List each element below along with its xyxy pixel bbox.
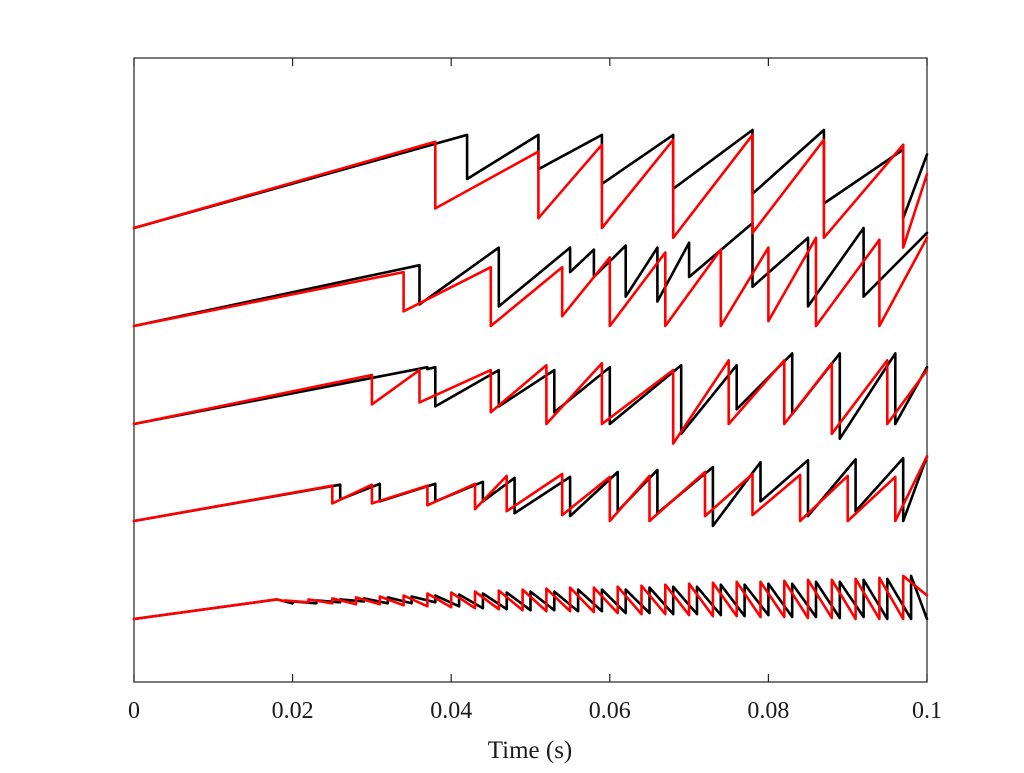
trace-4-black-line	[132, 221, 929, 328]
trace-5-black-line	[132, 128, 929, 230]
x-axis-tick-labels: 0 0.02 0.04 0.06 0.08 0.1	[128, 698, 942, 724]
trace-3-red-line	[132, 359, 929, 445]
x-tick-label: 0.1	[912, 698, 942, 724]
x-axis-ticks	[133, 58, 928, 682]
x-tick-label: 0	[128, 698, 140, 724]
trace-3-black-line	[132, 352, 929, 440]
traces-layer	[132, 128, 929, 621]
x-tick-label: 0.04	[430, 698, 472, 724]
trace-4-red-line	[132, 236, 929, 328]
x-tick-label: 0.02	[272, 698, 314, 724]
trace-2-black-line	[132, 455, 929, 528]
trace-2-red-line	[132, 455, 929, 523]
x-tick-label: 0.08	[747, 698, 789, 724]
x-axis-title: Time (s)	[488, 737, 573, 764]
x-tick-label: 0.06	[589, 698, 631, 724]
trace-5-red-line	[132, 133, 929, 249]
trace-1-red-line	[132, 574, 929, 621]
